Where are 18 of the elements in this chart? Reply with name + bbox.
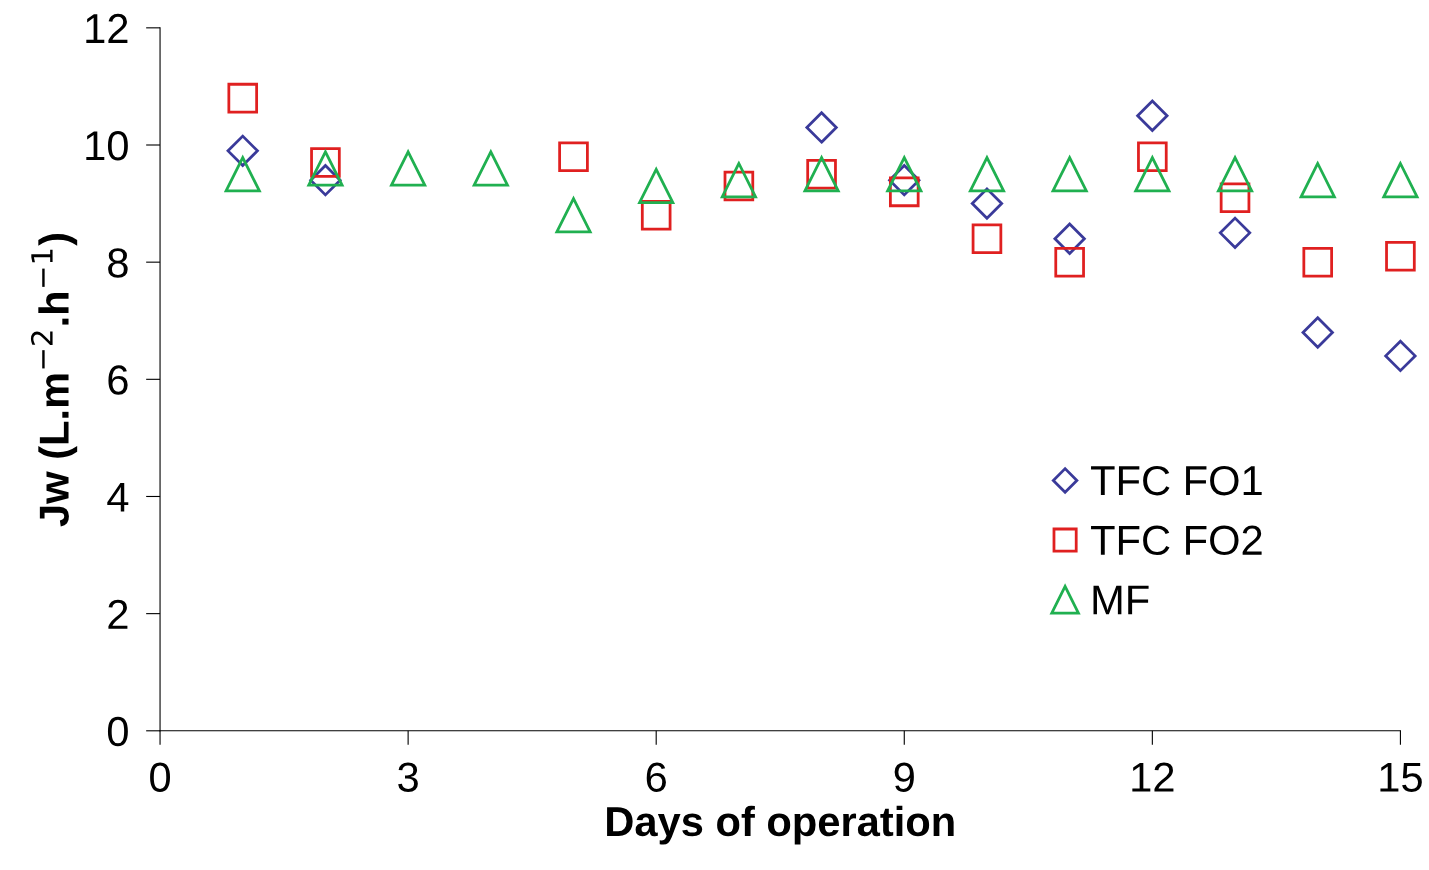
x-tick-label: 9 <box>894 762 914 792</box>
x-tick-label: 12 <box>1132 762 1174 792</box>
y-tick-label: 12 <box>86 13 128 43</box>
y-tick-label: 8 <box>108 248 128 278</box>
x-tick-label: 6 <box>646 762 666 792</box>
x-axis-title: Days of operation <box>607 805 954 845</box>
legend-label: MF <box>1093 585 1149 615</box>
y-axis-title: Jw (L.m$^{−2}$.h$^{−1}$) <box>30 234 78 527</box>
x-tick-label: 15 <box>1380 762 1422 792</box>
y-tick-label: 4 <box>107 482 129 512</box>
legend-label: TFC FO1 <box>1091 465 1262 496</box>
y-tick-label: 6 <box>108 365 128 395</box>
y-tick-label: 10 <box>86 131 128 161</box>
legend-label: TFC FO2 <box>1091 525 1262 556</box>
x-tick-label: 3 <box>398 762 418 792</box>
x-tick-label: 0 <box>150 762 171 792</box>
y-tick-label: 2 <box>108 599 128 629</box>
y-tick-label: 0 <box>107 716 128 747</box>
